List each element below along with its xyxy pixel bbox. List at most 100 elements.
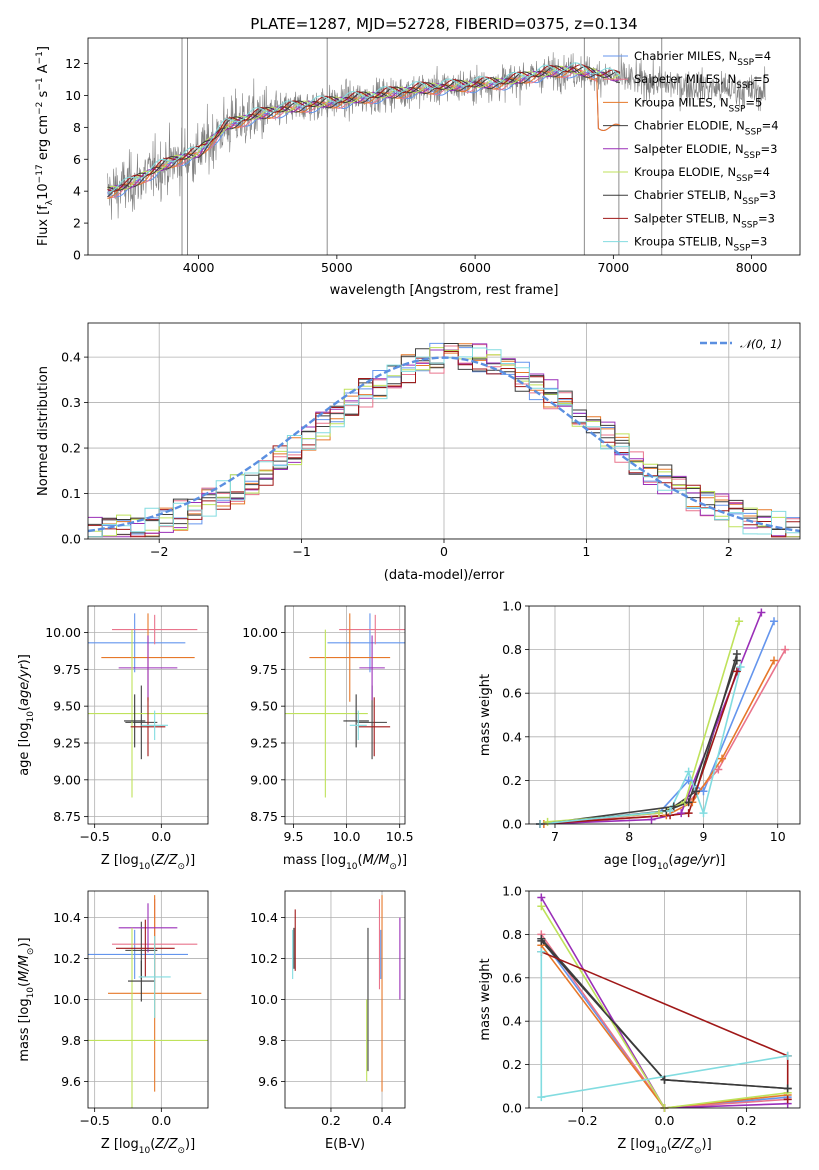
weight-point-marker [781, 645, 790, 654]
weight-point-marker [699, 809, 708, 818]
y-tick-label: 10.2 [250, 951, 278, 966]
y-tick-label: 0.4 [502, 1014, 522, 1029]
y-axis-label: mass [log10(M/M⊙)] [17, 937, 36, 1061]
weight-series-line [540, 944, 788, 1108]
weight-series-line [540, 897, 788, 1108]
weight-point-marker [732, 656, 741, 665]
y-tick-label: 1.0 [502, 884, 522, 899]
y-tick-label: 10.0 [250, 992, 278, 1007]
y-tick-label: 0.8 [502, 927, 522, 942]
y-axis-label: Flux [fλ10−17 erg cm−2 s−1 A−1] [35, 46, 55, 246]
axes-frame [87, 322, 801, 540]
y-tick-label: 0.3 [61, 395, 81, 410]
weight-series-line [540, 933, 788, 1108]
y-tick-label: 10.00 [242, 625, 278, 640]
x-axis-label: mass [log10(M/M⊙)] [283, 853, 407, 872]
y-tick-label: 12 [65, 56, 81, 71]
y-tick-label: 0.2 [61, 441, 81, 456]
x-tick-label: 1 [582, 544, 590, 559]
x-axis-label: Z [log10(Z/Z⊙)] [101, 853, 195, 872]
weight-point-marker [654, 809, 663, 818]
weight-point-marker [684, 798, 693, 807]
y-tick-label: 9.00 [250, 772, 278, 787]
x-tick-label: 8000 [736, 260, 768, 275]
legend-label: 𝒩(0, 1) [740, 337, 782, 351]
y-tick-label: 0.0 [61, 532, 81, 547]
weight-point-marker [669, 802, 678, 811]
weight-point-marker [783, 1095, 792, 1104]
x-tick-label: 0.0 [151, 829, 171, 844]
weight-point-marker [770, 617, 779, 626]
plot-area-mass-vs-Z [88, 891, 208, 1108]
weight-point-marker [735, 617, 744, 626]
y-tick-label: 1.0 [502, 599, 522, 614]
axes-weight-vs-age: 7 8 9 10 0.0 0.2 0.4 0.6 0.8 1.0 age [log10(age/yr… [478, 599, 801, 872]
weight-series-line [543, 660, 775, 824]
weight-point-marker [537, 893, 546, 902]
y-tick-label: 9.8 [61, 1033, 81, 1048]
plot-area-weight-vs-age [529, 606, 800, 824]
x-tick-label: 6000 [459, 260, 491, 275]
x-tick-label: −2 [150, 544, 168, 559]
y-tick-label: 10.4 [250, 910, 278, 925]
y-tick-label: 8.75 [250, 809, 278, 824]
weight-point-marker [732, 667, 741, 676]
y-tick-label: 0.0 [502, 817, 522, 832]
y-tick-label: 9.50 [250, 699, 278, 714]
residual-histogram [88, 347, 800, 538]
axes-frame [528, 605, 801, 825]
normal-distribution-curve [88, 356, 800, 533]
axes-frame [87, 37, 801, 256]
plot-area-weight-vs-Z [529, 891, 800, 1108]
x-tick-label: 9.5 [284, 829, 304, 844]
observed-spectrum-line [107, 52, 766, 220]
x-axis-label: wavelength [Angstrom, rest frame] [330, 283, 559, 298]
weight-series-line [540, 905, 788, 1108]
y-axis-label: Normed distribution [36, 366, 51, 496]
weight-point-marker [692, 787, 701, 796]
weight-series-line [547, 621, 740, 823]
x-axis-label: (data-model)/error [384, 568, 505, 583]
y-tick-label: 10.2 [53, 951, 81, 966]
y-tick-label: 0 [73, 248, 81, 263]
weight-point-marker [757, 608, 766, 617]
weight-point-marker [677, 809, 686, 818]
weight-series-line [540, 671, 738, 824]
legend-label: Salpeter MILES, NSSP=5 [634, 72, 770, 91]
weight-series-line [540, 620, 775, 824]
legend-label: Chabrier ELODIE, NSSP=4 [634, 119, 779, 138]
legend-label: Chabrier STELIB, NSSP=3 [634, 188, 776, 207]
plot-area-residuals [88, 323, 800, 539]
weight-series-line [540, 938, 788, 1108]
model-fit-line [107, 66, 621, 194]
weight-point-marker [714, 765, 723, 774]
weight-point-marker [666, 806, 675, 815]
legend-label: Kroupa MILES, NSSP=5 [634, 95, 762, 114]
weight-point-marker [718, 754, 727, 763]
weight-point-marker [647, 815, 656, 824]
y-tick-label: 0.6 [502, 686, 522, 701]
y-tick-label: 10.00 [45, 625, 81, 640]
y-tick-label: 4 [73, 184, 81, 199]
weight-point-marker [770, 656, 779, 665]
y-axis-label: mass weight [478, 958, 493, 1040]
figure-title: PLATE=1287, MJD=52728, FIBERID=0375, z=0… [250, 15, 637, 33]
y-tick-label: 0.6 [502, 970, 522, 985]
x-tick-label: 0 [440, 544, 448, 559]
axes-residuals: −2 −1 0 1 2 0.0 0.1 0.2 0.3 0.4 𝒩(0, 1) (data-model… [36, 322, 801, 583]
x-tick-label: −0.2 [567, 1113, 597, 1128]
plot-area-age-vs-Z [88, 606, 208, 824]
weight-point-marker [543, 817, 552, 826]
model-fit-line [107, 69, 621, 199]
axes-age-vs-Z: −0.5 0.0 8.75 9.00 9.25 9.50 9.75 10.00 Z [log10… [17, 605, 209, 872]
y-tick-label: 9.50 [53, 699, 81, 714]
y-tick-label: 0.8 [502, 642, 522, 657]
axes-frame [87, 890, 209, 1109]
x-tick-label: 10 [770, 829, 786, 844]
weight-point-marker [699, 787, 708, 796]
legend-label: Kroupa STELIB, NSSP=3 [634, 235, 767, 254]
y-tick-label: 8 [73, 120, 81, 135]
x-tick-label: 4000 [183, 260, 215, 275]
x-axis-label: E(B-V) [325, 1137, 365, 1152]
